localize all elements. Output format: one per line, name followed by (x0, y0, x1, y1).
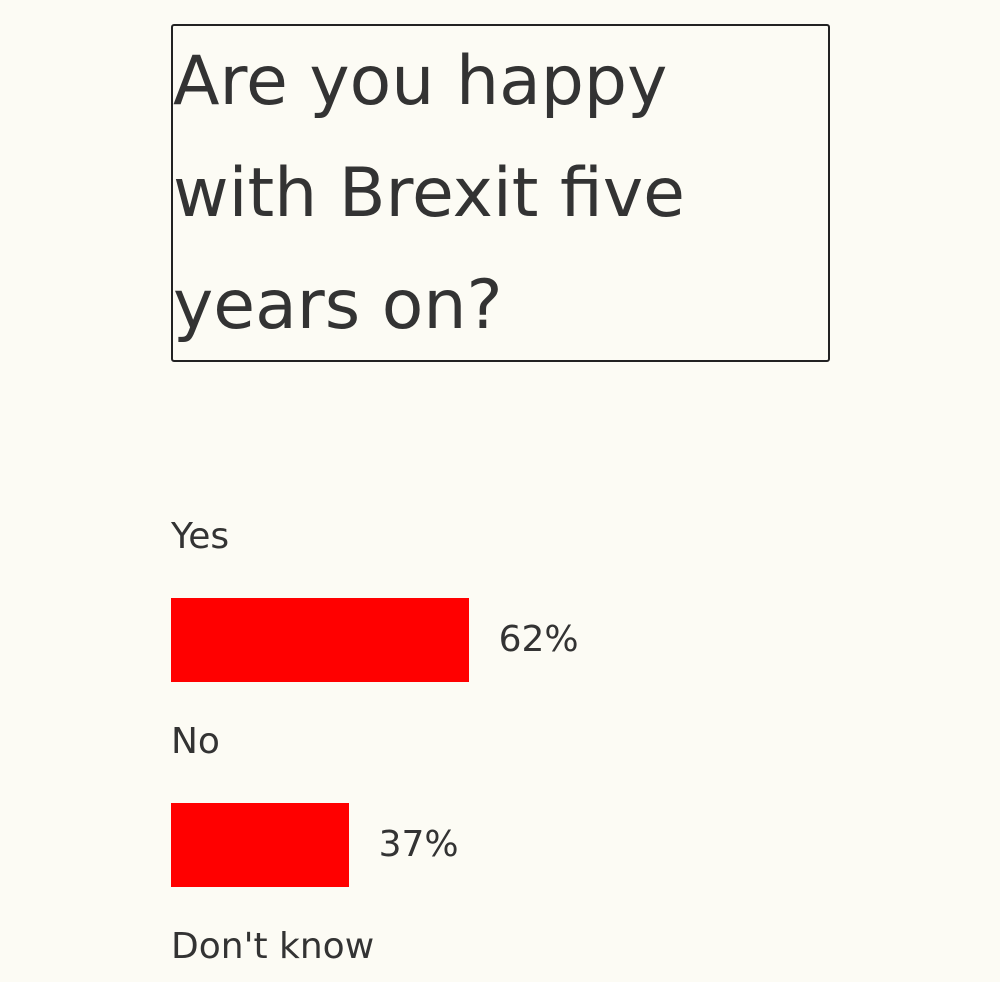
percentage-label: 37% (378, 824, 459, 865)
option-label: Don't know (171, 926, 375, 967)
option-label: Yes (171, 516, 230, 557)
option-label: No (171, 721, 220, 762)
result-bar (171, 803, 349, 887)
percentage-label: 62% (498, 619, 579, 660)
result-bar (171, 598, 469, 682)
poll-question: Are you happy with Brexit five years on? (171, 24, 830, 362)
